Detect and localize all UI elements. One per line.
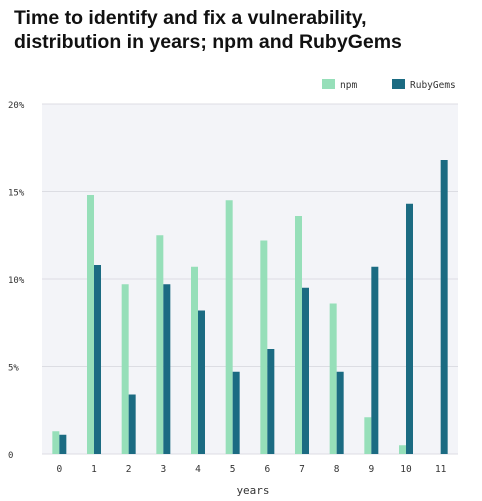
chart-title-line-1: Time to identify and fix a vulnerability… [14,7,367,29]
x-tick-label: 6 [264,464,270,475]
bar-rubygems-0 [59,434,67,454]
bar-rubygems-1 [94,265,101,454]
y-tick-label: 5% [8,364,19,374]
bar-rubygems-5 [232,371,240,454]
bar-rubygems-11 [440,160,448,454]
bar-npm-0 [52,431,60,454]
x-tick-label: 10 [400,464,412,475]
gridlines [42,103,458,455]
y-tick-label: 15% [8,189,25,199]
x-tick-label: 5 [230,464,236,475]
bar-npm-4 [191,266,198,454]
bar-npm-2 [121,284,129,454]
bar-rubygems-8 [336,371,344,454]
x-tick-label: 7 [299,464,305,475]
bar-npm-3 [156,235,164,454]
x-tick-label: 1 [91,464,97,475]
bar-rubygems-6 [267,349,275,454]
y-tick-label: 10% [8,276,25,286]
bar-rubygems-7 [302,287,309,454]
bar-npm-7 [295,216,302,454]
y-tick-label: 20% [8,101,25,111]
legend-swatch-rubygems [392,79,405,89]
bar-npm-8 [329,303,337,454]
bar-rubygems-10 [406,203,413,454]
bar-rubygems-4 [198,310,205,454]
legend-label-npm: npm [340,80,357,91]
chart-title-line-2: distribution in years; npm and RubyGems [14,31,402,53]
x-tick-label: 0 [56,464,62,475]
legend-swatch-npm [322,79,335,89]
legend: npm RubyGems [322,79,456,91]
bar-npm-1 [87,195,94,454]
x-axis-ticks: 0 1 2 3 4 5 6 7 8 9 10 11 [56,464,446,475]
bar-rubygems-3 [163,284,171,454]
x-tick-label: 8 [334,464,340,475]
bars [52,160,448,454]
y-tick-label: 0 [8,451,13,461]
bar-rubygems-9 [371,266,379,454]
y-axis-ticks: 0 5% 10% 15% 20% [8,101,25,461]
x-tick-label: 3 [160,464,166,475]
bar-npm-10 [399,445,406,454]
chart-title: Time to identify and fix a vulnerability… [14,6,474,54]
bar-npm-9 [364,417,372,454]
x-tick-label: 4 [195,464,201,475]
x-tick-label: 11 [435,464,447,475]
bar-rubygems-2 [128,394,136,454]
bar-npm-6 [260,240,268,454]
x-tick-label: 9 [368,464,374,475]
bar-npm-5 [225,200,233,454]
x-tick-label: 2 [126,464,132,475]
x-axis-label: years [236,484,269,497]
legend-label-rubygems: RubyGems [410,80,456,91]
